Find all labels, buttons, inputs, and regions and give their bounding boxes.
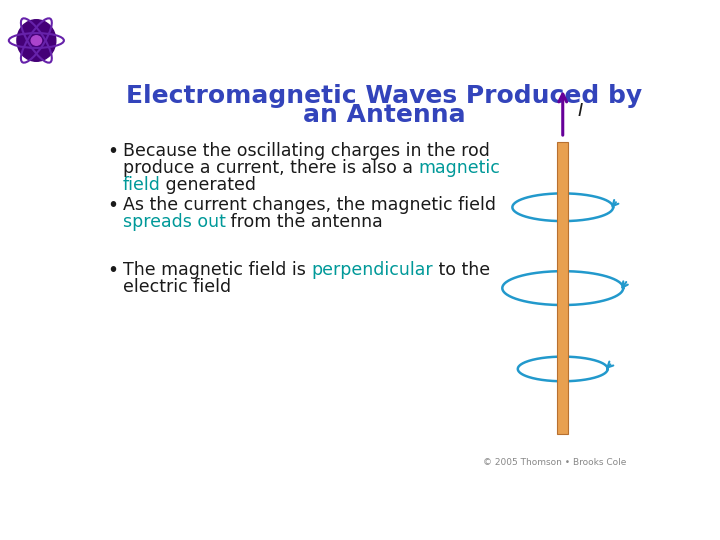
Text: field: field <box>122 176 161 194</box>
Text: an Antenna: an Antenna <box>303 103 466 127</box>
Text: from the antenna: from the antenna <box>225 213 383 231</box>
Text: Because the oscillating charges in the rod: Because the oscillating charges in the r… <box>122 142 490 160</box>
Bar <box>557 142 568 434</box>
Text: •: • <box>107 261 118 280</box>
Text: The magnetic field is: The magnetic field is <box>122 261 311 279</box>
Text: electric field: electric field <box>122 278 230 296</box>
Circle shape <box>31 36 42 45</box>
Text: magnetic: magnetic <box>418 159 500 177</box>
Text: © 2005 Thomson • Brooks Cole: © 2005 Thomson • Brooks Cole <box>483 458 626 467</box>
Ellipse shape <box>17 19 56 62</box>
Text: to the: to the <box>433 261 490 279</box>
Text: spreads out: spreads out <box>122 213 225 231</box>
Text: Electromagnetic Waves Produced by: Electromagnetic Waves Produced by <box>127 84 642 107</box>
Text: produce a current, there is also a: produce a current, there is also a <box>122 159 418 177</box>
Text: perpendicular: perpendicular <box>311 261 433 279</box>
Text: As the current changes, the magnetic field: As the current changes, the magnetic fie… <box>122 195 495 214</box>
Text: generated: generated <box>161 176 256 194</box>
Text: •: • <box>107 142 118 161</box>
Text: •: • <box>107 195 118 215</box>
Text: $I$: $I$ <box>577 102 583 120</box>
